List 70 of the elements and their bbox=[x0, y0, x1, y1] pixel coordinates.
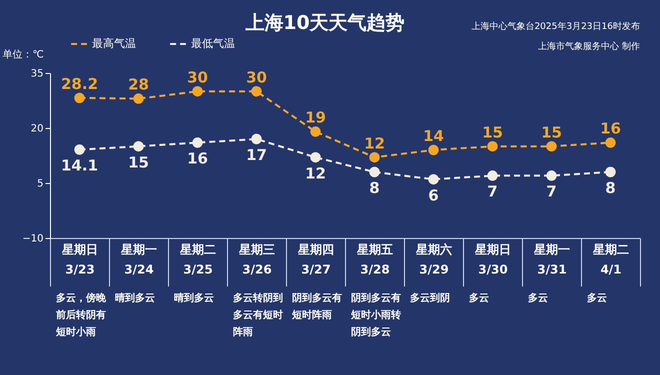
point bbox=[74, 92, 85, 104]
x-tick-label: 星期四 3/27 bbox=[297, 242, 334, 276]
data-label: 15 bbox=[541, 123, 562, 142]
point bbox=[192, 86, 203, 97]
point bbox=[487, 141, 498, 152]
text: 多云 bbox=[587, 292, 607, 304]
data-label: 6 bbox=[428, 186, 439, 204]
data-label: 28 bbox=[128, 76, 149, 94]
text: 阴到多云有短时小雨转阴到多云 bbox=[350, 292, 401, 338]
legend-label: 最低气温 bbox=[191, 37, 235, 50]
data-label: 14.1 bbox=[60, 156, 98, 175]
data-label: 8 bbox=[605, 179, 616, 197]
point bbox=[74, 144, 85, 155]
x-tick-label: 星期日 3/30 bbox=[474, 242, 511, 276]
point bbox=[428, 174, 439, 185]
point bbox=[369, 166, 380, 178]
text: 多云，傍晚前后转阴有短时小雨 bbox=[55, 292, 107, 338]
y-tick-label: 35 bbox=[30, 68, 44, 80]
point bbox=[546, 141, 557, 152]
text: 多云 bbox=[469, 292, 489, 304]
data-label: 15 bbox=[482, 123, 503, 142]
point bbox=[487, 170, 498, 181]
x-tick-label: 星期一 3/24 bbox=[120, 242, 157, 276]
text: 上海中心气象台2025年3月23日16时发布 bbox=[471, 21, 640, 32]
point bbox=[546, 170, 557, 181]
data-label: 28.2 bbox=[60, 74, 98, 93]
text: 多云 bbox=[528, 292, 548, 304]
data-label: 16 bbox=[600, 120, 621, 138]
point bbox=[310, 152, 321, 163]
point bbox=[133, 141, 144, 152]
data-label: 7 bbox=[546, 182, 557, 201]
data-label: 14 bbox=[423, 127, 444, 145]
text: 晴到多云 bbox=[115, 292, 155, 304]
y-tick-label: 20 bbox=[30, 124, 44, 134]
legend-label: 最高气温 bbox=[92, 37, 136, 50]
text: 多云到阴 bbox=[410, 292, 450, 304]
point bbox=[605, 137, 616, 148]
data-label: 15 bbox=[128, 153, 149, 172]
x-tick-label: 星期日 3/23 bbox=[61, 242, 98, 276]
y-tick-label: −10 bbox=[22, 234, 44, 244]
x-tick-label: 星期二 3/25 bbox=[179, 242, 216, 276]
point bbox=[310, 126, 321, 137]
data-label: 12 bbox=[364, 134, 385, 152]
x-tick-label: 星期三 3/26 bbox=[238, 242, 275, 276]
chart-title: 上海10天天气趋势 bbox=[244, 12, 405, 34]
point bbox=[428, 144, 439, 156]
text: 阴到多云有短时阵雨 bbox=[291, 292, 342, 321]
x-tick-label: 星期六 3/29 bbox=[415, 242, 452, 276]
data-label: 16 bbox=[187, 150, 208, 168]
text: 上海市气象服务中心 制作 bbox=[538, 41, 640, 52]
point bbox=[133, 93, 144, 104]
point bbox=[192, 137, 203, 148]
x-tick-label: 星期二 4/1 bbox=[592, 242, 629, 276]
data-label: 12 bbox=[305, 164, 326, 182]
point bbox=[251, 86, 262, 97]
data-label: 7 bbox=[487, 182, 498, 201]
y-tick-label: 5 bbox=[37, 178, 44, 190]
point bbox=[605, 166, 616, 178]
data-label: 30 bbox=[246, 68, 267, 86]
y-axis-title: 单位：℃ bbox=[2, 48, 44, 60]
data-label: 8 bbox=[369, 179, 380, 197]
text: 多云转阴到多云有短时阵雨 bbox=[233, 292, 283, 338]
x-tick-label: 星期一 3/31 bbox=[533, 242, 570, 276]
data-label: 19 bbox=[305, 108, 326, 127]
data-label: 30 bbox=[187, 68, 208, 86]
x-tick-label: 星期五 3/28 bbox=[356, 242, 393, 276]
point bbox=[369, 152, 380, 163]
point bbox=[251, 134, 262, 144]
data-label: 17 bbox=[246, 146, 267, 164]
text: 晴到多云 bbox=[174, 292, 214, 304]
